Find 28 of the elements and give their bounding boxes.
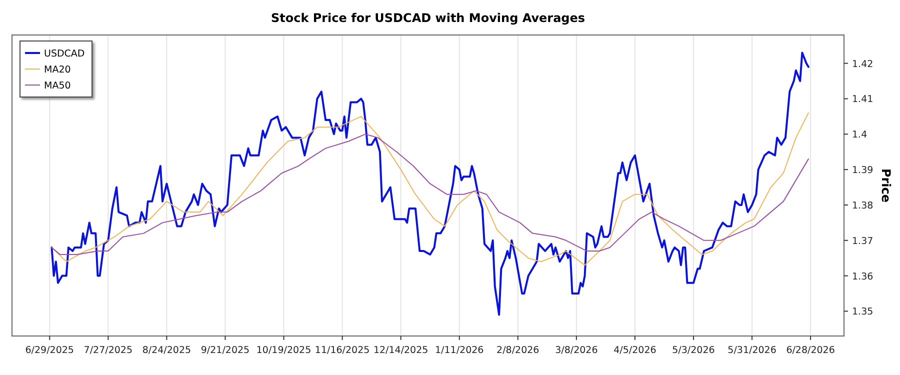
x-tick-label: 5/31/2026 [728,345,776,356]
x-tick-label: 4/5/2026 [614,345,656,356]
x-tick-label: 6/28/2026 [786,345,835,356]
y-tick-label: 1.36 [852,271,874,282]
y-tick-label: 1.39 [852,165,874,176]
chart-title: Stock Price for USDCAD with Moving Averages [270,11,586,25]
x-tick-label: 7/27/2025 [84,345,133,356]
y-tick-label: 1.35 [852,306,874,318]
x-tick-label: 5/3/2026 [672,345,715,356]
x-tick-label: 6/29/2025 [25,345,74,356]
y-axis-title: Price [879,168,893,203]
x-tick-label: 1/11/2026 [434,345,484,356]
x-tick-label: 11/16/2025 [314,345,370,356]
x-tick-label: 10/19/2025 [256,345,312,356]
y-tick-label: 1.37 [852,236,874,247]
legend-label: MA50 [44,80,71,92]
line-series [51,134,809,256]
x-tick-label: 9/21/2025 [200,345,250,356]
y-tick-label: 1.41 [852,94,874,106]
x-tick-label: 3/8/2026 [555,345,598,356]
y-tick-label: 1.4 [852,130,868,141]
legend-label: USDCAD [44,48,85,60]
x-tick-label: 8/24/2025 [142,345,192,356]
y-tick-label: 1.42 [852,58,874,70]
x-tick-label: 12/14/2025 [373,345,428,356]
legend-label: MA20 [44,64,71,76]
x-tick-label: 2/8/2026 [496,345,540,356]
y-tick-label: 1.38 [852,200,874,212]
